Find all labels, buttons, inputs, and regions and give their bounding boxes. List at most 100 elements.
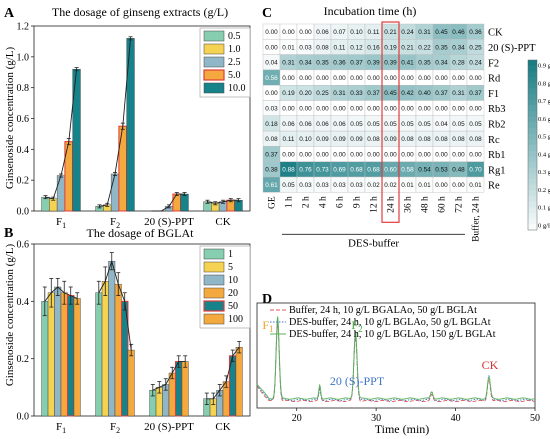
heatmap-col-label: 48 h — [421, 196, 431, 213]
panel-a-legend-label: 0.5 — [228, 31, 241, 42]
heatmap-value: 0.05 — [418, 121, 431, 128]
colorbar-segment — [528, 224, 537, 231]
heatmap-value: 0.00 — [401, 105, 414, 112]
colorbar-label: 0.1 g/L — [538, 205, 550, 212]
heatmap-value: 0.00 — [350, 75, 363, 82]
panel-b-ytick-label: 0.6 — [17, 240, 30, 251]
heatmap-value: 0.04 — [435, 121, 448, 128]
heatmap-value: 0.37 — [469, 90, 482, 97]
panel-d-trace — [256, 320, 536, 401]
heatmap-value: 0.05 — [469, 121, 482, 128]
colorbar-label: 0.9 g/L — [538, 63, 550, 70]
colorbar-segment — [528, 156, 537, 163]
panel-a-legend-label: 2.5 — [228, 57, 241, 68]
colorbar-segment — [528, 65, 537, 72]
heatmap-value: 0.08 — [316, 44, 329, 51]
heatmap-value: 0.08 — [418, 136, 431, 143]
heatmap-value: 0.00 — [452, 182, 465, 189]
heatmap-value: 0.36 — [333, 60, 346, 67]
panel-d-xlabel: Time (min) — [375, 422, 430, 436]
heatmap-value: 0.00 — [401, 75, 414, 82]
panel-b-legend-swatch — [203, 287, 225, 299]
heatmap-value: 0.37 — [367, 90, 380, 97]
heatmap-value: 0.33 — [350, 90, 363, 97]
panel-label-b: B — [4, 226, 13, 241]
heatmap-value: 0.03 — [299, 44, 312, 51]
colorbar-segment — [528, 150, 537, 157]
panel-b-ytick-label: 0.0 — [17, 412, 30, 423]
panel-b-category-label: F2 — [110, 421, 120, 435]
heatmap-value: 0.00 — [265, 44, 278, 51]
heatmap-value: 0.03 — [265, 105, 278, 112]
colorbar-segment — [528, 82, 537, 89]
heatmap-col-label: 60 h — [438, 196, 448, 213]
panel-b-legend-swatch — [203, 300, 225, 312]
panel-b-legend-swatch — [203, 261, 225, 273]
panel-a-category-label: CK — [215, 216, 230, 228]
panel-a-legend-label: 10.0 — [228, 83, 246, 94]
heatmap-row-label: Rg1 — [488, 165, 506, 176]
panel-a-trend-line — [207, 199, 239, 204]
heatmap-value: 0.00 — [452, 75, 465, 82]
colorbar-label: 0.2 g/L — [538, 187, 550, 194]
heatmap-value: 0.09 — [384, 136, 397, 143]
panel-d-legend-label: DES-buffer, 24 h, 10 g/L BGLAo, 50 g/L B… — [289, 317, 491, 328]
panel-a-legend-label: 1.0 — [228, 44, 241, 55]
heatmap-row-label: Rb1 — [488, 150, 506, 161]
heatmap-row-label: Re — [488, 181, 500, 192]
heatmap-value: 0.07 — [333, 29, 346, 36]
heatmap-col-label: 24 h — [387, 196, 397, 213]
panel-d-peak-label: 20 (S)-PPT — [330, 374, 385, 388]
heatmap-value: 0.45 — [384, 90, 397, 97]
panel-b-bar — [95, 292, 103, 417]
heatmap-value: 0.00 — [384, 151, 397, 158]
panel-a-ytick-label: 0.8 — [17, 83, 30, 94]
panel-a: 0.0 0.2 0.4 0.6 0.8 1.0 1.2 F1 F2 20 (S)-PPT CK 0.5… — [17, 22, 251, 230]
heatmap-value: 0.88 — [282, 167, 295, 174]
heatmap-col-label: 2 h — [302, 196, 312, 208]
panel-b-legend-label: 100 — [228, 314, 243, 325]
heatmap-value: 0.00 — [367, 105, 380, 112]
heatmap-value: 0.38 — [265, 167, 278, 174]
heatmap-value: 0.21 — [384, 29, 397, 36]
panel-d: 20 30 40 50 Buffer, 24 h, 10 g/L BGALAo, 50 … — [256, 302, 540, 424]
heatmap-value: 0.28 — [452, 60, 465, 67]
heatmap-value: 0.45 — [435, 29, 448, 36]
heatmap-value: 0.46 — [452, 29, 465, 36]
heatmap-value: 0.00 — [282, 151, 295, 158]
heatmap-value: 0.37 — [350, 60, 363, 67]
heatmap-value: 0.31 — [452, 90, 465, 97]
heatmap-value: 0.00 — [367, 75, 380, 82]
heatmap-value: 0.10 — [299, 136, 312, 143]
heatmap-value: 0.03 — [299, 182, 312, 189]
heatmap-value: 0.00 — [384, 75, 397, 82]
heatmap-value: 0.02 — [367, 182, 380, 189]
colorbar-label: 0 g/L — [538, 223, 550, 230]
heatmap-value: 0.00 — [384, 105, 397, 112]
heatmap-col-label: 36 h — [404, 196, 414, 213]
heatmap-value: 0.08 — [452, 136, 465, 143]
colorbar-segment — [528, 94, 537, 101]
heatmap-value: 0.11 — [368, 29, 380, 36]
panel-b-bar — [174, 361, 183, 417]
colorbar-segment — [528, 184, 537, 191]
panel-a-legend-swatch — [203, 56, 225, 68]
heatmap-value: 0.34 — [299, 60, 312, 67]
heatmap-value: 0.00 — [299, 151, 312, 158]
panel-d-trace — [256, 316, 536, 400]
heatmap-value: 0.08 — [367, 136, 380, 143]
panel-a-trend-line — [153, 193, 185, 212]
heatmap-value: 0.70 — [469, 167, 482, 174]
panel-b-category-label: CK — [215, 421, 230, 433]
heatmap-value: 0.35 — [435, 44, 448, 51]
heatmap-value: 0.18 — [265, 121, 278, 128]
heatmap-value: 0.39 — [384, 60, 397, 67]
heatmap-value: 0.06 — [333, 121, 346, 128]
heatmap-value: 0.08 — [435, 136, 448, 143]
heatmap-value: 0.12 — [350, 44, 363, 51]
colorbar-frame — [527, 59, 538, 231]
panel-a-ytick-label: 0.4 — [17, 145, 30, 156]
panel-b-bar — [101, 281, 109, 417]
panel-a-legend-swatch — [203, 82, 225, 94]
heatmap-value: 0.76 — [299, 167, 312, 174]
